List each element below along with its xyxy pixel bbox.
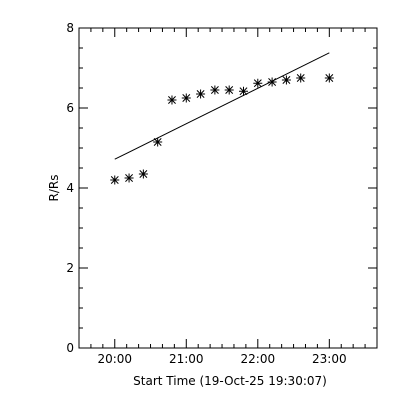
x-tick-label: 23:00	[312, 352, 347, 366]
data-point	[110, 175, 120, 185]
data-point	[138, 169, 148, 179]
x-tick-label: 22:00	[241, 352, 276, 366]
data-point	[224, 85, 234, 95]
data-point	[253, 78, 263, 88]
data-point	[181, 93, 191, 103]
y-tick-label: 2	[66, 261, 74, 275]
fit-line	[114, 52, 330, 160]
data-point	[267, 77, 277, 87]
data-point	[324, 73, 334, 83]
data-point	[196, 89, 206, 99]
x-tick-label: 21:00	[169, 352, 204, 366]
data-point	[281, 75, 291, 85]
y-tick-label: 6	[66, 101, 74, 115]
data-point	[210, 85, 220, 95]
data-point	[296, 73, 306, 83]
y-tick-label: 0	[66, 341, 74, 355]
plot-frame	[78, 27, 378, 349]
data-point	[238, 86, 248, 96]
y-axis-label: R/Rs	[47, 175, 61, 202]
y-tick-label: 8	[66, 21, 74, 35]
data-series	[110, 52, 334, 185]
y-tick-label: 4	[66, 181, 74, 195]
x-axis-ticks: 20:00 21:00 22:00 23:00	[90, 28, 378, 366]
data-point	[153, 137, 163, 147]
y-axis-ticks: 0 2 4 6 8	[66, 21, 377, 355]
x-axis-label: Start Time (19-Oct-25 19:30:07)	[133, 374, 327, 388]
data-point	[124, 173, 134, 183]
x-tick-label: 20:00	[97, 352, 132, 366]
data-point	[167, 95, 177, 105]
